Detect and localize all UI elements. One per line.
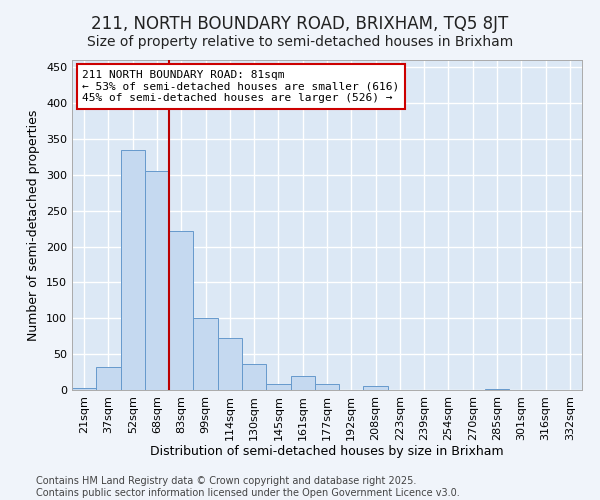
Text: Contains HM Land Registry data © Crown copyright and database right 2025.
Contai: Contains HM Land Registry data © Crown c… — [36, 476, 460, 498]
Bar — [364, 386, 388, 390]
Bar — [290, 376, 315, 390]
Bar — [266, 384, 290, 390]
Text: 211 NORTH BOUNDARY ROAD: 81sqm
← 53% of semi-detached houses are smaller (616)
4: 211 NORTH BOUNDARY ROAD: 81sqm ← 53% of … — [82, 70, 400, 103]
Text: 211, NORTH BOUNDARY ROAD, BRIXHAM, TQ5 8JT: 211, NORTH BOUNDARY ROAD, BRIXHAM, TQ5 8… — [91, 15, 509, 33]
Bar — [315, 384, 339, 390]
Bar — [218, 338, 242, 390]
Y-axis label: Number of semi-detached properties: Number of semi-detached properties — [28, 110, 40, 340]
Bar — [242, 364, 266, 390]
Bar — [121, 150, 145, 390]
Bar — [72, 388, 96, 390]
Bar — [145, 171, 169, 390]
Bar — [193, 318, 218, 390]
Bar — [96, 367, 121, 390]
Text: Size of property relative to semi-detached houses in Brixham: Size of property relative to semi-detach… — [87, 35, 513, 49]
X-axis label: Distribution of semi-detached houses by size in Brixham: Distribution of semi-detached houses by … — [150, 446, 504, 458]
Bar — [169, 232, 193, 390]
